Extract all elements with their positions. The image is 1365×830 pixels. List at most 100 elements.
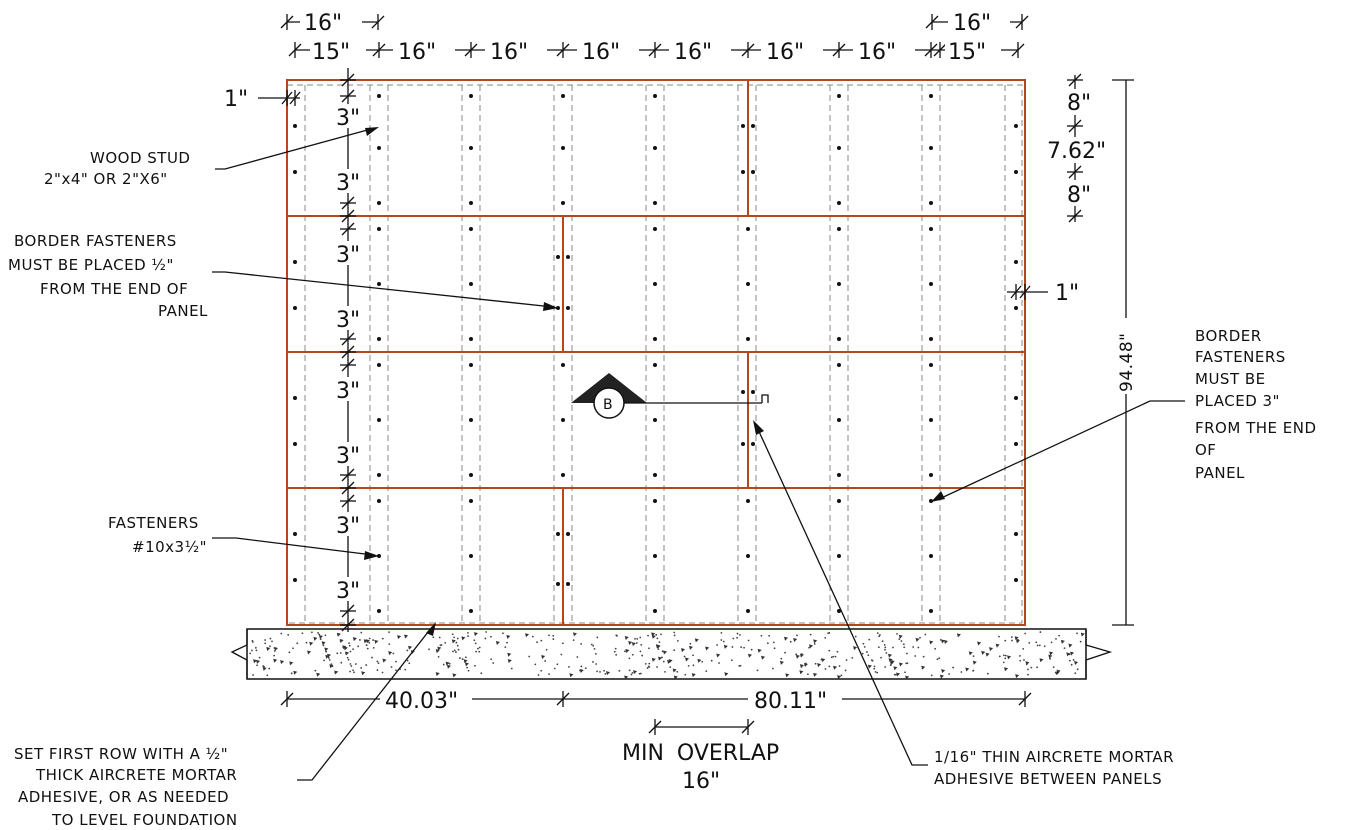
aggregate-mark bbox=[599, 671, 601, 673]
aggregate-mark bbox=[628, 640, 633, 645]
left-spacing-3: 3" bbox=[336, 308, 360, 333]
aggregate-mark bbox=[866, 651, 868, 653]
fasteners-callout: FASTENERS #10x3½" bbox=[108, 514, 379, 560]
label-backing bbox=[333, 306, 363, 330]
left-edge-dimension: 1" bbox=[224, 87, 301, 112]
aggregate-mark bbox=[732, 637, 735, 640]
label-backing bbox=[333, 577, 363, 601]
aggregate-mark bbox=[448, 662, 451, 665]
aggregate-mark bbox=[840, 674, 843, 677]
right-fastener-dims: 8" 7.62" 8" bbox=[1045, 73, 1117, 223]
first-row-line-3: ADHESIVE, OR AS NEEDED bbox=[18, 788, 229, 806]
aggregate-mark bbox=[353, 671, 355, 674]
wood-stud-callout: WOOD STUD 2"x4" OR 2"X6" bbox=[44, 127, 379, 188]
border-left-line-4: PANEL bbox=[158, 302, 208, 320]
aggregate-mark bbox=[354, 663, 357, 665]
aggregate-mark bbox=[365, 664, 368, 666]
top-dim-16-a: 16" bbox=[398, 40, 436, 65]
aggregate-mark bbox=[743, 646, 745, 649]
aggregate-mark bbox=[404, 634, 409, 639]
aggregate-mark bbox=[474, 642, 477, 645]
aggregate-mark bbox=[1076, 632, 1078, 635]
aggregate-mark bbox=[899, 662, 904, 667]
aggregate-mark bbox=[339, 652, 342, 654]
aggregate-mark bbox=[635, 642, 638, 644]
right-dim-8-top: 8" bbox=[1067, 91, 1091, 116]
aggregate-mark bbox=[720, 639, 723, 641]
aggregate-mark bbox=[269, 637, 272, 640]
aggregate-mark bbox=[814, 662, 817, 665]
aggregate-mark bbox=[349, 650, 352, 653]
aggregate-mark bbox=[595, 663, 598, 665]
aggregate-mark bbox=[455, 641, 458, 644]
aggregate-mark bbox=[452, 673, 457, 678]
right-edge-dimension: 1" bbox=[1007, 281, 1079, 306]
aggregate-mark bbox=[738, 665, 741, 667]
aggregate-mark bbox=[941, 669, 946, 674]
aggregate-mark bbox=[255, 649, 258, 652]
aggregate-mark bbox=[952, 666, 955, 669]
aggregate-mark bbox=[406, 649, 409, 652]
aggregate-mark bbox=[1043, 645, 1046, 648]
aggregate-mark bbox=[572, 632, 577, 637]
aggregate-mark bbox=[655, 633, 658, 636]
aggregate-mark bbox=[724, 672, 729, 677]
bottom-dimensions: 40.03" 80.11" bbox=[280, 686, 1032, 714]
border-right-line-4: PLACED 3" bbox=[1195, 392, 1280, 410]
aggregate-mark bbox=[628, 669, 631, 672]
dim-slash-tick bbox=[464, 43, 478, 57]
aggregate-mark bbox=[580, 643, 583, 645]
aggregate-mark bbox=[395, 660, 397, 663]
aggregate-mark bbox=[836, 650, 839, 653]
aggregate-mark bbox=[330, 663, 333, 666]
aggregate-mark bbox=[568, 666, 570, 668]
aggregate-mark bbox=[318, 635, 323, 640]
aggregate-mark bbox=[445, 661, 450, 666]
aggregate-mark bbox=[361, 671, 366, 676]
aggregate-mark bbox=[656, 644, 661, 649]
aggregate-mark bbox=[442, 663, 445, 666]
aggregate-mark bbox=[455, 651, 457, 653]
aggregate-mark bbox=[544, 660, 547, 662]
aggregate-mark bbox=[484, 637, 487, 640]
aggregate-mark bbox=[388, 643, 391, 646]
aggregate-mark bbox=[451, 633, 454, 636]
aggregate-mark bbox=[871, 659, 874, 662]
min-overlap-dimension: MIN OVERLAP 16" bbox=[622, 719, 779, 794]
aggregate-mark bbox=[1056, 669, 1061, 674]
aggregate-mark bbox=[309, 641, 314, 646]
aggregate-mark bbox=[605, 671, 610, 676]
aggregate-mark bbox=[368, 641, 371, 644]
aggregate-mark bbox=[525, 633, 530, 638]
aggregate-mark bbox=[1039, 658, 1044, 663]
aggregate-mark bbox=[892, 646, 894, 649]
aggregate-mark bbox=[458, 657, 461, 659]
aggregate-mark bbox=[348, 644, 351, 647]
aggregate-mark bbox=[941, 639, 946, 644]
top-dim-16-d: 16" bbox=[674, 40, 712, 65]
aggregate-mark bbox=[904, 671, 906, 674]
aggregate-mark bbox=[888, 653, 893, 658]
aggregate-mark bbox=[360, 667, 363, 669]
aggregate-mark bbox=[1028, 641, 1031, 644]
aggregate-mark bbox=[750, 648, 753, 651]
aggregate-mark bbox=[307, 650, 312, 655]
aggregate-mark bbox=[548, 634, 550, 637]
top-dim-16-f: 16" bbox=[858, 40, 896, 65]
fasteners-line-1: FASTENERS bbox=[108, 514, 199, 532]
aggregate-mark bbox=[287, 633, 290, 636]
aggregate-mark bbox=[467, 669, 470, 672]
aggregate-mark bbox=[321, 641, 326, 646]
aggregate-mark bbox=[747, 639, 750, 642]
aggregate-mark bbox=[596, 636, 599, 639]
aggregate-mark bbox=[692, 664, 695, 667]
aggregate-mark bbox=[861, 652, 864, 655]
aggregate-mark bbox=[615, 634, 618, 637]
aggregate-mark bbox=[342, 646, 345, 649]
aggregate-mark bbox=[640, 643, 643, 646]
aggregate-mark bbox=[784, 636, 789, 641]
aggregate-mark bbox=[1011, 639, 1013, 642]
aggregate-mark bbox=[1030, 666, 1033, 669]
aggregate-mark bbox=[900, 640, 903, 642]
aggregate-mark bbox=[594, 652, 597, 655]
